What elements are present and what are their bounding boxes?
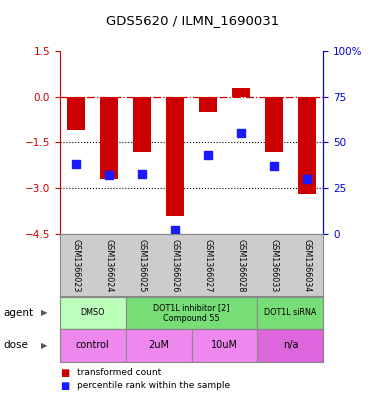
Point	[271, 163, 277, 169]
Bar	[100, 97, 118, 179]
Bar	[67, 97, 85, 130]
Text: control: control	[76, 340, 109, 351]
Text: percentile rank within the sample: percentile rank within the sample	[77, 382, 230, 390]
Text: 2uM: 2uM	[148, 340, 169, 351]
Bar	[258, 297, 323, 329]
Bar	[265, 97, 283, 152]
Text: ▶: ▶	[41, 341, 47, 350]
Text: DOT1L inhibitor [2]
Compound 55: DOT1L inhibitor [2] Compound 55	[153, 303, 230, 323]
Bar	[166, 97, 184, 215]
Bar	[192, 329, 258, 362]
Point	[172, 227, 178, 233]
Text: ■: ■	[60, 367, 69, 378]
Text: dose: dose	[4, 340, 29, 351]
Point	[205, 152, 211, 158]
Text: GSM1366024: GSM1366024	[105, 239, 114, 292]
Bar	[232, 88, 250, 97]
Point	[106, 172, 112, 178]
Bar	[126, 329, 192, 362]
Bar	[298, 97, 316, 194]
Text: GSM1366026: GSM1366026	[171, 239, 179, 292]
Text: GSM1366033: GSM1366033	[270, 239, 278, 292]
Text: GSM1366027: GSM1366027	[204, 239, 213, 292]
Bar	[126, 297, 258, 329]
Text: 10uM: 10uM	[211, 340, 238, 351]
Text: ■: ■	[60, 381, 69, 391]
Point	[304, 176, 310, 182]
Bar	[199, 97, 217, 112]
Bar	[60, 297, 126, 329]
Text: GSM1366034: GSM1366034	[302, 239, 311, 292]
Text: GSM1366028: GSM1366028	[236, 239, 246, 292]
Bar	[60, 329, 126, 362]
Text: agent: agent	[4, 308, 34, 318]
Text: GSM1366025: GSM1366025	[137, 239, 147, 292]
Bar	[133, 97, 151, 152]
Bar	[258, 329, 323, 362]
Point	[139, 171, 145, 177]
Text: DMSO: DMSO	[80, 309, 105, 317]
Text: transformed count: transformed count	[77, 368, 161, 377]
Text: GDS5620 / ILMN_1690031: GDS5620 / ILMN_1690031	[106, 14, 279, 27]
Point	[73, 161, 79, 167]
Text: GSM1366023: GSM1366023	[72, 239, 81, 292]
Text: n/a: n/a	[283, 340, 298, 351]
Point	[238, 130, 244, 136]
Text: DOT1L siRNA: DOT1L siRNA	[264, 309, 316, 317]
Text: ▶: ▶	[41, 309, 47, 317]
